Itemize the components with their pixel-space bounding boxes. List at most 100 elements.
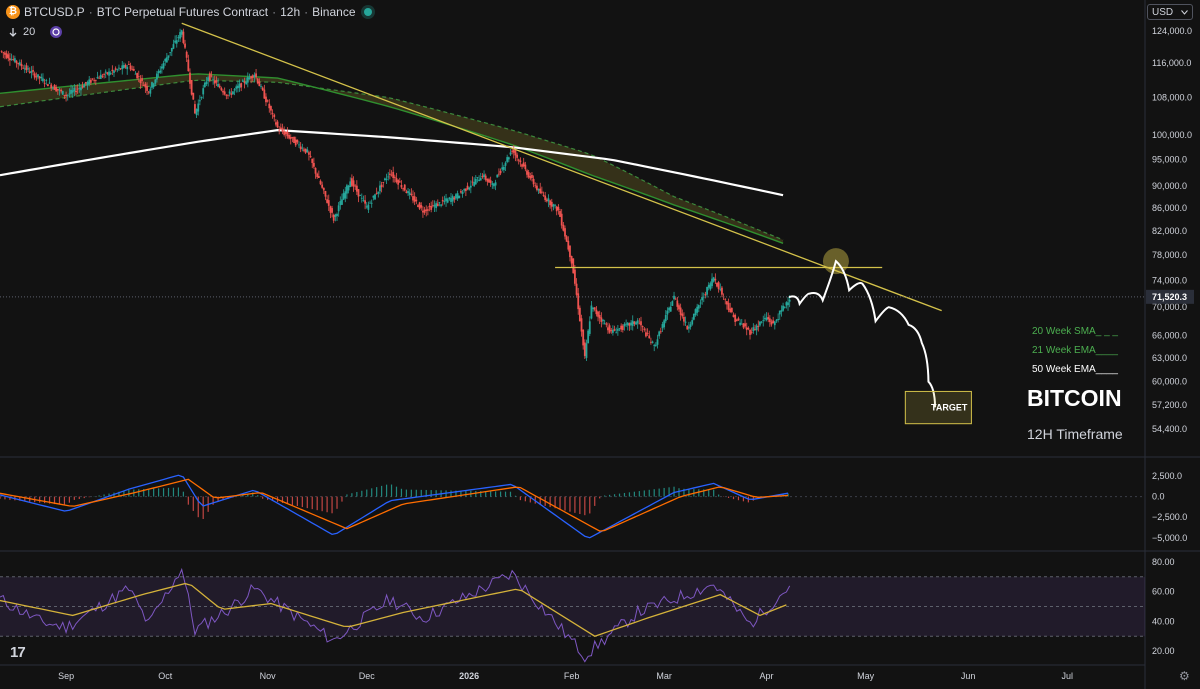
candle-body [572, 258, 575, 274]
candle-body [370, 202, 373, 204]
candle-body [161, 66, 163, 69]
candle-body [42, 78, 44, 82]
candle-body [27, 68, 29, 70]
candle-body [198, 100, 201, 102]
candle-body [747, 327, 750, 330]
candle-body [496, 174, 499, 178]
candle-body [407, 191, 409, 194]
candle-body [18, 62, 21, 65]
candle-body [701, 296, 704, 301]
candle-body [574, 269, 576, 284]
candle-body [2, 52, 5, 54]
indicator-value[interactable]: 20 [23, 26, 36, 38]
price-tick-label: 78,000.0 [1152, 250, 1187, 260]
price-tick-label: 70,000.0 [1152, 302, 1187, 312]
candle-body [165, 57, 168, 63]
candle-body [147, 91, 150, 93]
candle-body [616, 329, 619, 331]
candle-body [512, 149, 515, 153]
candle-body [501, 167, 504, 170]
ma-cloud [0, 73, 784, 244]
symbol-label[interactable]: BTCUSD.P [24, 5, 85, 19]
candle-body [243, 81, 246, 84]
candle-body [567, 240, 570, 250]
settings-gear-icon[interactable]: ⚙ [1179, 669, 1190, 683]
candle-body [714, 278, 717, 281]
candle-body [256, 78, 259, 84]
candle-body [775, 319, 778, 321]
candle-body [590, 305, 593, 319]
candle-body [149, 89, 152, 94]
candle-body [473, 181, 476, 186]
loop-icon[interactable] [49, 25, 63, 39]
candle-body [659, 331, 662, 333]
candle-body [121, 65, 124, 70]
candle-body [167, 55, 170, 58]
candle-body [170, 47, 173, 52]
candle-body [286, 131, 289, 137]
candle-body [674, 298, 677, 300]
interval-label[interactable]: 12h [280, 5, 301, 19]
candle-body [274, 122, 277, 125]
candle-body [311, 158, 314, 163]
candle-body [123, 65, 125, 69]
candle-body [554, 204, 556, 206]
candle-body [618, 328, 621, 330]
candle-body [575, 283, 578, 295]
candle-body [744, 323, 746, 327]
candle-body [425, 209, 428, 211]
candle-body [118, 67, 120, 69]
candle-body [220, 88, 223, 91]
candle-body [464, 188, 467, 191]
macd-tick-label: −5,000.0 [1152, 533, 1187, 543]
candle-body [245, 82, 248, 85]
projection-path [788, 259, 937, 408]
tradingview-logo: 17 [10, 644, 26, 661]
candle-body [316, 173, 319, 178]
chevron-down-icon [1181, 9, 1188, 15]
indicator-controls[interactable]: 20 [8, 24, 63, 40]
candle-body [750, 331, 753, 333]
candle-body [506, 157, 509, 162]
candle-body [180, 30, 183, 35]
candle-body [137, 76, 140, 78]
candle-body [754, 329, 756, 330]
candle-body [151, 82, 153, 88]
chart-title-bitcoin: BITCOIN [1027, 385, 1122, 411]
symbol-description: BTC Perpetual Futures Contract [96, 5, 269, 19]
chevron-down-icon[interactable] [8, 26, 18, 38]
symbol-header[interactable]: ₿ BTCUSD.P · BTC Perpetual Futures Contr… [6, 3, 372, 21]
candle-body [664, 314, 667, 322]
candle-body [749, 329, 751, 335]
candle-body [127, 64, 130, 65]
currency-select[interactable]: USD [1147, 4, 1193, 20]
candle-body [387, 176, 390, 178]
candle-body [83, 84, 86, 88]
candle-body [788, 299, 791, 302]
candle-body [76, 88, 79, 90]
candle-body [223, 91, 226, 95]
bitcoin-icon: ₿ [6, 5, 20, 19]
candle-body [101, 75, 104, 77]
candle-body [493, 183, 495, 187]
candle-body [10, 59, 13, 60]
candle-body [469, 185, 472, 188]
candle-body [400, 184, 403, 188]
candle-body [676, 300, 679, 307]
candle-body [169, 52, 172, 54]
candle-body [755, 325, 758, 331]
candle-body [384, 178, 386, 181]
candle-body [640, 321, 642, 326]
candle-body [481, 176, 484, 178]
candle-body [730, 308, 733, 313]
candle-body [504, 162, 507, 166]
candle-body [560, 213, 563, 226]
candle-body [466, 185, 469, 190]
candle-body [106, 72, 109, 75]
time-tick-label: Jun [961, 671, 976, 681]
candle-body [483, 174, 485, 178]
candle-body [78, 87, 81, 89]
candle-body [192, 92, 195, 100]
candle-body [527, 172, 530, 178]
